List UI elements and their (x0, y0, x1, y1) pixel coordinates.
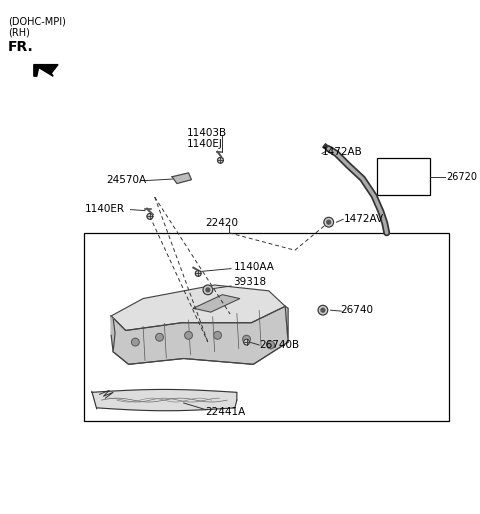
Circle shape (321, 308, 325, 312)
Polygon shape (111, 306, 288, 364)
Text: FR.: FR. (8, 41, 34, 54)
Circle shape (318, 305, 328, 315)
Circle shape (243, 335, 251, 343)
Text: 1140AA: 1140AA (234, 262, 275, 272)
Text: 11403B: 11403B (187, 128, 227, 138)
Text: 39318: 39318 (233, 277, 266, 287)
Polygon shape (111, 285, 285, 331)
Circle shape (206, 288, 210, 292)
Text: 1472AV: 1472AV (344, 214, 384, 224)
Circle shape (156, 334, 163, 341)
Text: 1140ER: 1140ER (85, 204, 125, 214)
Text: 26740: 26740 (340, 305, 373, 315)
Polygon shape (111, 316, 115, 352)
Bar (377, 158, 430, 195)
Bar (84, 233, 449, 421)
Polygon shape (285, 306, 288, 342)
Text: 1140EJ: 1140EJ (187, 139, 222, 149)
Polygon shape (172, 173, 192, 183)
Polygon shape (34, 65, 58, 76)
Circle shape (244, 339, 250, 345)
Circle shape (267, 341, 275, 349)
Circle shape (327, 221, 331, 224)
Circle shape (132, 338, 139, 346)
Circle shape (324, 217, 334, 227)
Text: (RH): (RH) (8, 28, 30, 38)
Text: (DOHC-MPI): (DOHC-MPI) (8, 16, 66, 26)
Text: 24570A: 24570A (107, 175, 146, 185)
Text: 22441A: 22441A (205, 407, 245, 417)
Text: 1472AB: 1472AB (322, 146, 363, 157)
Circle shape (203, 285, 213, 295)
Circle shape (214, 332, 221, 339)
Text: 22420: 22420 (205, 218, 238, 228)
Text: 26720: 26720 (447, 172, 478, 182)
Circle shape (147, 213, 153, 219)
Polygon shape (193, 295, 240, 312)
Circle shape (217, 157, 223, 163)
Circle shape (185, 332, 192, 339)
Text: 26740B: 26740B (259, 340, 299, 350)
Polygon shape (92, 390, 237, 411)
Circle shape (195, 270, 201, 277)
